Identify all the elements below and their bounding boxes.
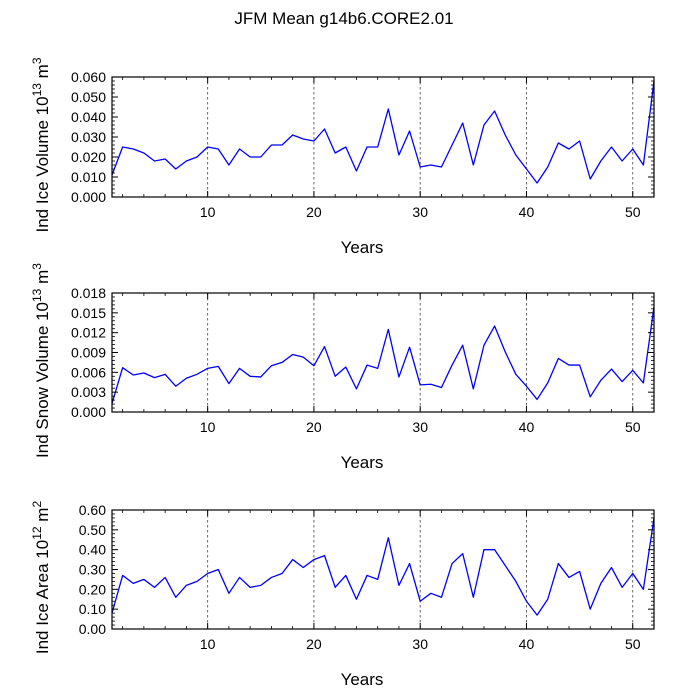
y-axis-label-superscript: 12 bbox=[30, 526, 44, 540]
plot-frame bbox=[111, 509, 655, 630]
chart-panel-1: 0.000 0.010 0.020 0.030 0.040 0.050 0.060 10 20 3… bbox=[30, 57, 655, 257]
figure-title: JFM Mean g14b6.CORE2.01 bbox=[234, 9, 453, 28]
plot-frame bbox=[111, 76, 655, 198]
y-tick-label: 0.040 bbox=[71, 109, 106, 125]
y-axis-label-part: m bbox=[33, 508, 52, 527]
y-axis-label-part: Ind Ice Volume 10 bbox=[33, 96, 52, 232]
y-tick-label: 0.50 bbox=[79, 522, 106, 538]
y-axis-label-part: m bbox=[33, 270, 52, 289]
y-tick-label: 0.050 bbox=[71, 89, 106, 105]
y-tick-label: 0.000 bbox=[71, 404, 106, 420]
y-tick-label: 0.012 bbox=[71, 325, 106, 341]
y-axis-label-superscript: 2 bbox=[30, 501, 44, 508]
plot-frame bbox=[111, 292, 655, 413]
y-tick-label: 0.00 bbox=[79, 621, 106, 637]
chart-panel-2: 0.000 0.003 0.006 0.009 0.012 0.015 0.018 10 20 3… bbox=[30, 263, 655, 472]
y-tick-label: 0.30 bbox=[79, 562, 106, 578]
y-axis-label: Ind Ice Area 1012 m2 bbox=[30, 501, 52, 655]
x-tick-label: 10 bbox=[200, 636, 216, 652]
x-tick-label: 50 bbox=[625, 419, 641, 435]
series-line bbox=[111, 80, 655, 184]
x-tick-label: 40 bbox=[519, 636, 535, 652]
y-axis-label-part: Ind Snow Volume 10 bbox=[33, 302, 52, 458]
y-axis-label-superscript: 13 bbox=[30, 288, 44, 302]
x-tick-label: 10 bbox=[200, 204, 216, 220]
x-tick-label: 30 bbox=[412, 419, 428, 435]
x-tick-label: 30 bbox=[412, 204, 428, 220]
y-tick-label: 0.009 bbox=[71, 345, 106, 361]
y-tick-label: 0.003 bbox=[71, 384, 106, 400]
y-tick-label: 0.40 bbox=[79, 542, 106, 558]
series-line bbox=[111, 306, 655, 404]
x-axis-label: Years bbox=[341, 453, 384, 472]
y-tick-label: 0.60 bbox=[79, 502, 106, 518]
x-tick-label: 20 bbox=[306, 204, 322, 220]
y-axis-label: Ind Ice Volume 1013 m3 bbox=[30, 57, 52, 232]
y-axis-label-part: Ind Ice Area 10 bbox=[33, 540, 52, 654]
chart-panel-3: 0.00 0.10 0.20 0.30 0.40 0.50 0.60 10 20 30 40 50 Ye… bbox=[30, 501, 655, 689]
x-tick-label: 20 bbox=[306, 636, 322, 652]
y-tick-label: 0.030 bbox=[71, 129, 106, 145]
x-axis-label: Years bbox=[341, 670, 384, 689]
y-axis-label-superscript: 3 bbox=[30, 263, 44, 270]
y-axis-label-superscript: 3 bbox=[30, 57, 44, 64]
panels: 0.000 0.010 0.020 0.030 0.040 0.050 0.060 10 20 3… bbox=[30, 57, 655, 689]
y-tick-label: 0.000 bbox=[71, 189, 106, 205]
y-axis-label: Ind Snow Volume 1013 m3 bbox=[30, 263, 52, 458]
x-tick-label: 40 bbox=[519, 419, 535, 435]
x-axis-label: Years bbox=[341, 238, 384, 257]
y-tick-label: 0.006 bbox=[71, 364, 106, 380]
x-tick-label: 10 bbox=[200, 419, 216, 435]
y-tick-label: 0.018 bbox=[71, 285, 106, 301]
y-tick-label: 0.015 bbox=[71, 305, 106, 321]
series-line bbox=[111, 517, 655, 616]
y-tick-label: 0.060 bbox=[71, 69, 106, 85]
y-tick-label: 0.010 bbox=[71, 169, 106, 185]
y-tick-label: 0.20 bbox=[79, 581, 106, 597]
y-tick-label: 0.020 bbox=[71, 149, 106, 165]
x-tick-label: 20 bbox=[306, 419, 322, 435]
y-axis-label-superscript: 13 bbox=[30, 83, 44, 97]
x-tick-label: 40 bbox=[519, 204, 535, 220]
x-tick-label: 30 bbox=[412, 636, 428, 652]
y-axis-label-part: m bbox=[33, 64, 52, 83]
x-tick-label: 50 bbox=[625, 204, 641, 220]
y-tick-label: 0.10 bbox=[79, 601, 106, 617]
x-tick-label: 50 bbox=[625, 636, 641, 652]
